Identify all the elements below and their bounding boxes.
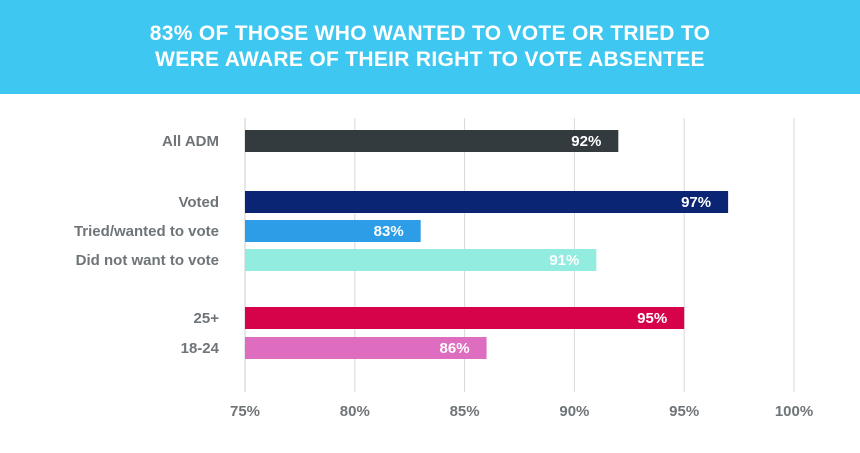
value-label-3: 91% [549,252,579,269]
x-tick-label-100: 100% [775,403,813,420]
chart-title-line-2: WERE AWARE OF THEIR RIGHT TO VOTE ABSENT… [155,48,705,71]
x-tick-label-80: 80% [340,403,370,420]
category-label-0: All ADM [162,133,219,150]
bar-5 [245,337,487,359]
category-label-5: 18-24 [181,340,220,357]
x-tick-label-85: 85% [450,403,480,420]
category-label-1: Voted [178,194,219,211]
bar-3 [245,249,597,271]
x-tick-label-95: 95% [669,403,699,420]
category-label-4: 25+ [194,310,220,327]
chart-title-line-1: 83% OF THOSE WHO WANTED TO VOTE OR TRIED… [149,22,711,45]
bar-2 [245,220,421,242]
value-label-2: 83% [374,223,404,240]
x-tick-label-75: 75% [230,403,260,420]
chart-header: 83% OF THOSE WHO WANTED TO VOTE OR TRIED… [0,0,860,94]
value-label-1: 97% [681,194,711,211]
x-tick-label-90: 90% [559,403,589,420]
bar-0 [245,130,619,152]
value-label-5: 86% [440,340,470,357]
value-label-0: 92% [571,133,601,150]
category-label-2: Tried/wanted to vote [74,223,219,240]
value-label-4: 95% [637,310,667,327]
category-label-3: Did not want to vote [76,252,219,269]
bar-1 [245,191,729,213]
bar-4 [245,307,685,329]
